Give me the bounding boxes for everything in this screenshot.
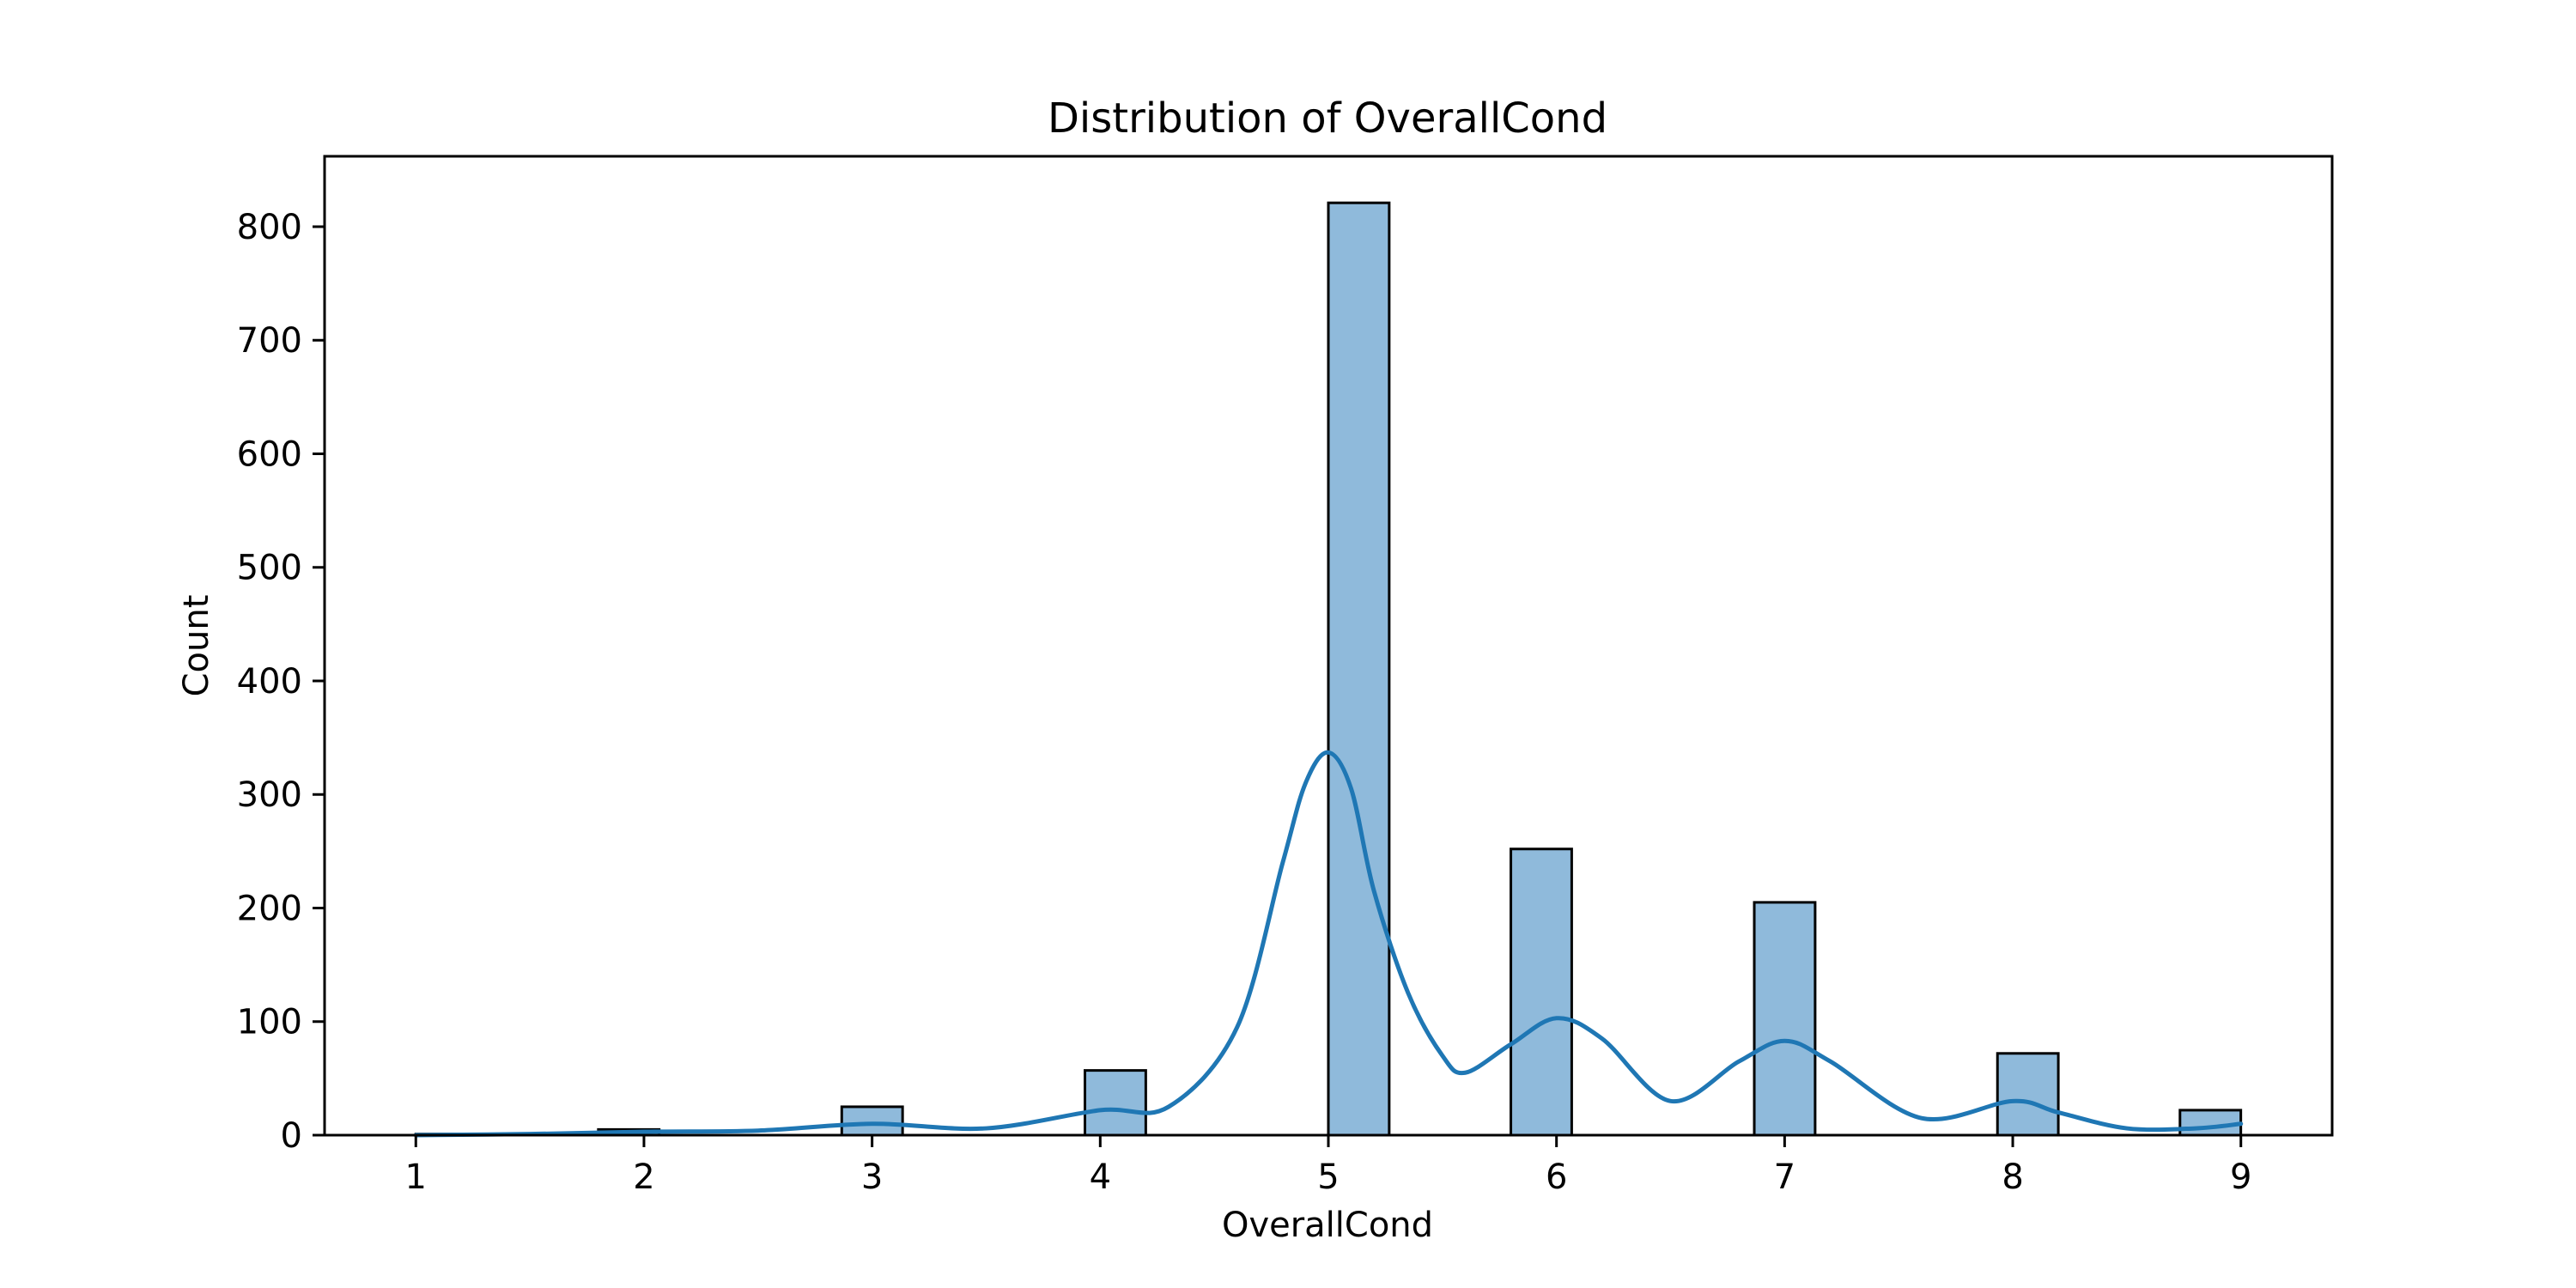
x-tick-label: 4 xyxy=(1090,1157,1111,1197)
bars-layer xyxy=(416,203,2240,1135)
y-tick-label: 800 xyxy=(237,208,302,247)
histogram-bar-8 xyxy=(1997,1054,2058,1135)
y-axis-label: Count xyxy=(177,595,216,697)
y-tick-label: 300 xyxy=(237,775,302,815)
y-tick-label: 700 xyxy=(237,321,302,361)
x-tick-label: 3 xyxy=(861,1157,883,1197)
x-axis-label: OverallCond xyxy=(1222,1206,1433,1245)
y-tick-label: 500 xyxy=(237,549,302,588)
histogram-bar-4 xyxy=(1085,1071,1146,1135)
y-tick-label: 600 xyxy=(237,434,302,474)
histogram-bar-7 xyxy=(1754,902,1815,1135)
histogram-bar-3 xyxy=(841,1107,902,1135)
x-tick-label: 2 xyxy=(633,1157,654,1197)
histogram-bar-6 xyxy=(1511,849,1572,1135)
y-axis: 0 100 200 300 400 500 600 700 800 xyxy=(237,208,325,1156)
x-tick-label: 7 xyxy=(1774,1157,1795,1197)
y-tick-label: 100 xyxy=(237,1003,302,1042)
x-tick-label: 9 xyxy=(2230,1157,2251,1197)
x-axis: 1 2 3 4 5 6 7 8 9 xyxy=(405,1135,2252,1197)
x-tick-label: 6 xyxy=(1546,1157,1567,1197)
y-tick-label: 200 xyxy=(237,889,302,928)
chart-title: Distribution of OverallCond xyxy=(1048,94,1607,143)
x-tick-label: 8 xyxy=(2002,1157,2023,1197)
histogram-bar-5 xyxy=(1328,203,1389,1135)
y-tick-label: 0 xyxy=(281,1116,302,1156)
x-tick-label: 5 xyxy=(1317,1157,1339,1197)
x-tick-label: 1 xyxy=(405,1157,427,1197)
y-tick-label: 400 xyxy=(237,662,302,702)
histogram-bar-9 xyxy=(2180,1110,2241,1135)
